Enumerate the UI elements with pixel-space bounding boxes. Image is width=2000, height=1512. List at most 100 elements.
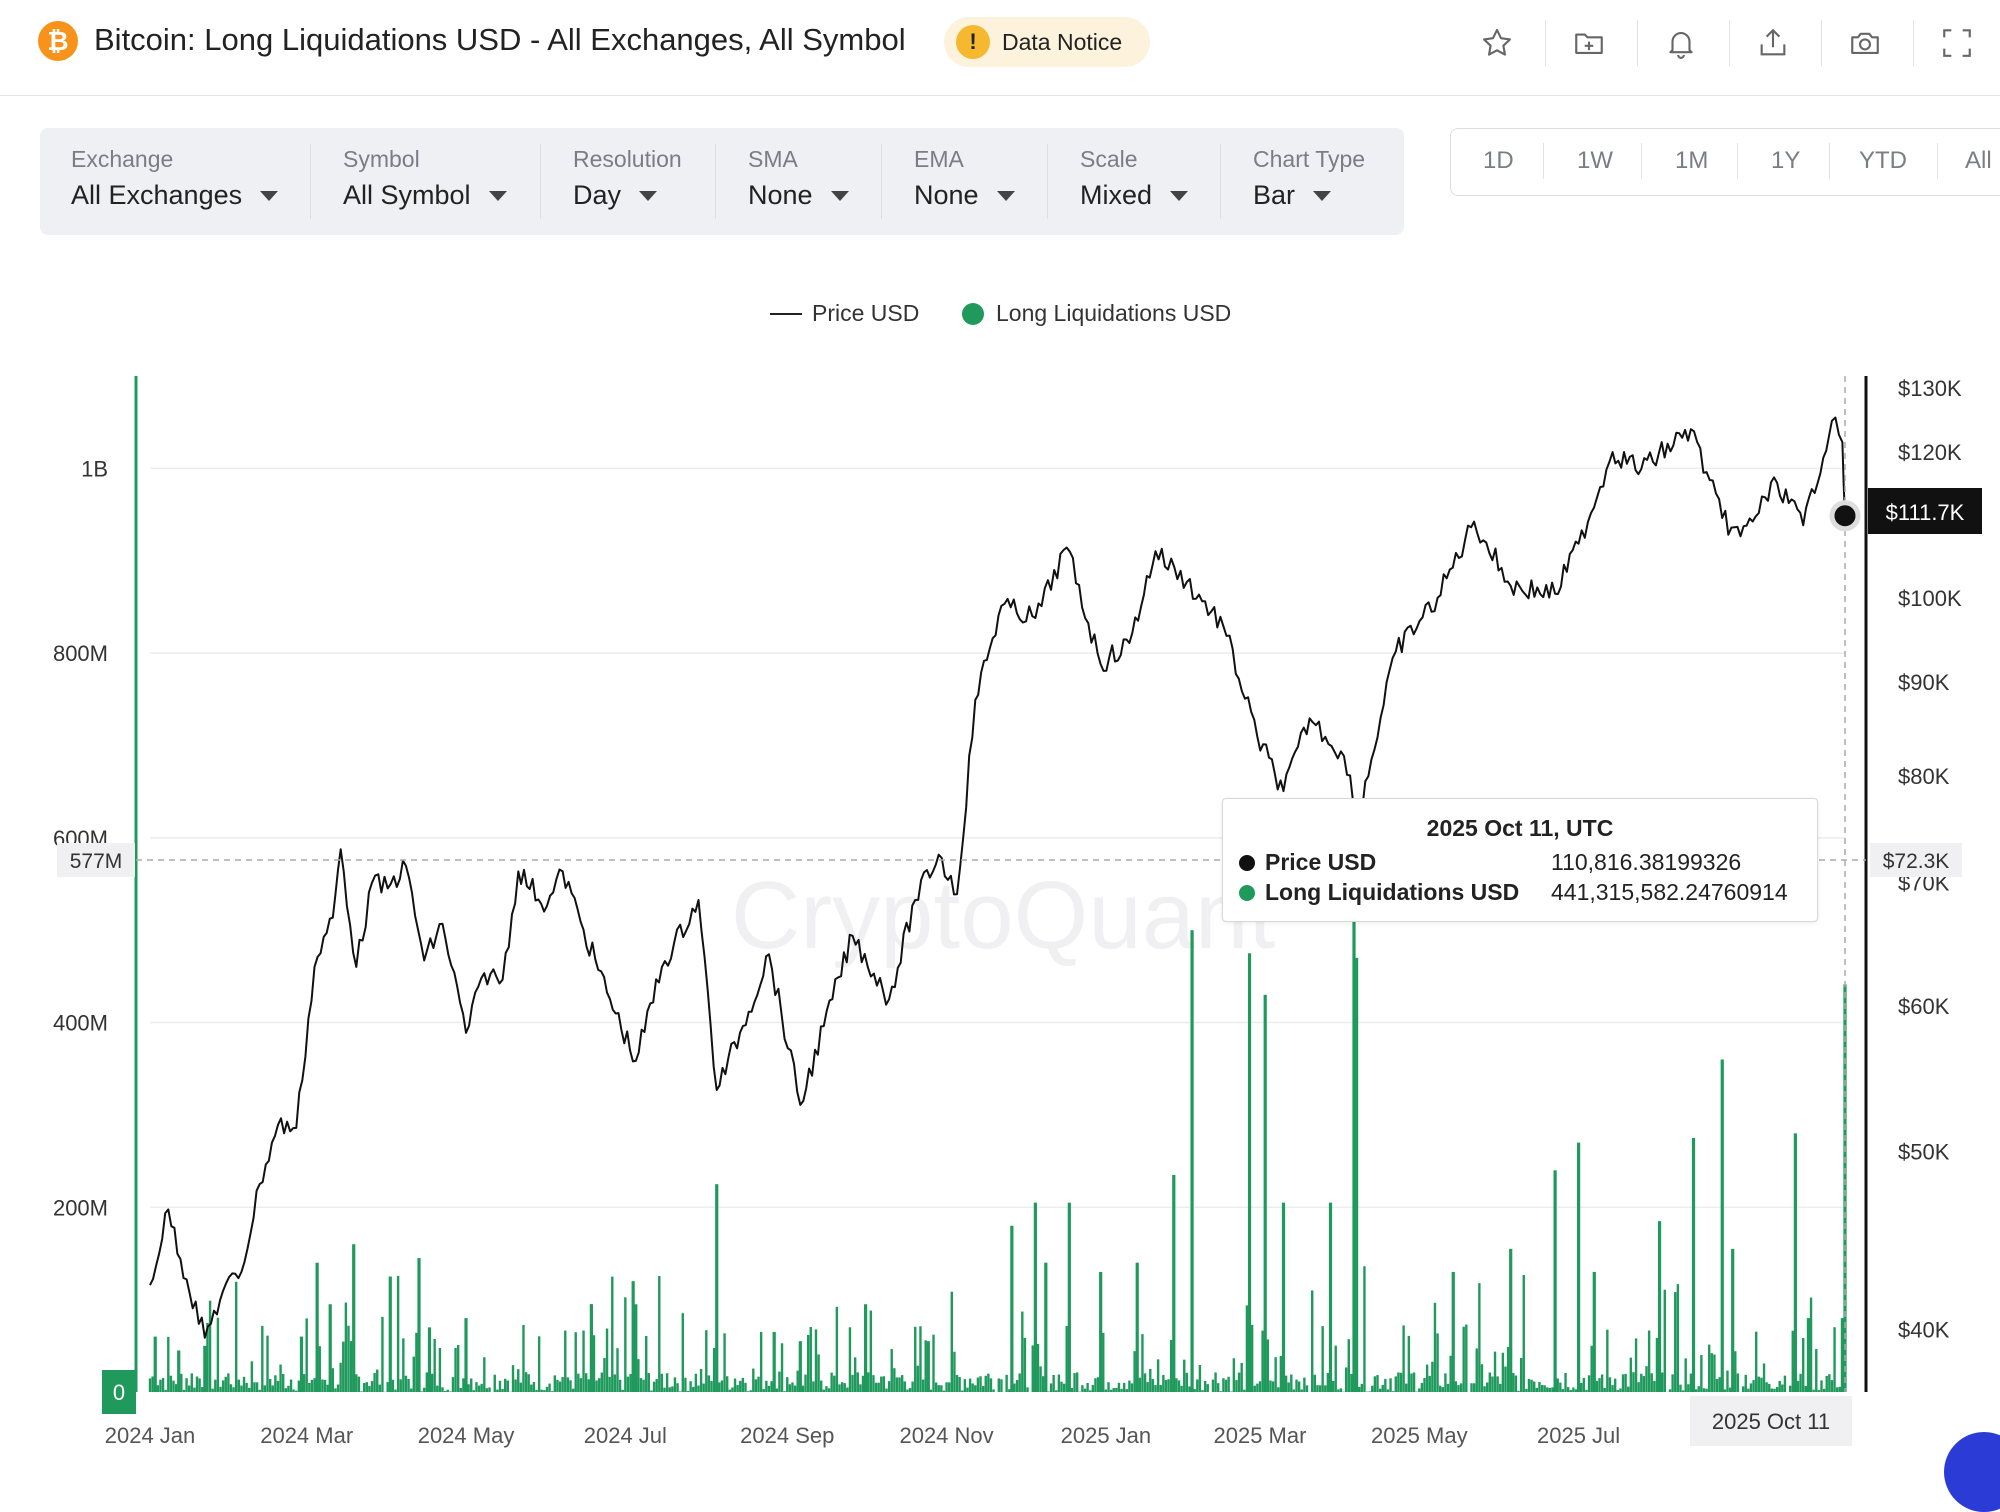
liquidation-bar [1238,1373,1240,1392]
liquidation-bar [1580,1383,1582,1392]
liquidation-bar [1058,1375,1060,1392]
liquidation-bar [410,1389,412,1392]
left-tick-label: 800M [53,641,108,666]
left-tick-label: 400M [53,1011,108,1036]
left-tick-label: 200M [53,1195,108,1220]
liquidation-bar [1588,1375,1590,1392]
liquidation-bar [1577,1143,1580,1392]
liquidation-bar [859,1384,861,1392]
liquidation-bar [170,1376,172,1392]
liquidation-bar [1700,1355,1702,1392]
liquidation-bar [1462,1327,1464,1392]
liquidation-bar [1290,1375,1292,1392]
liquidation-bar [1481,1364,1483,1392]
liquidation-bar [891,1349,893,1392]
liquidation-bar [682,1313,684,1392]
liquidation-bar [507,1381,509,1392]
liquidation-bar [1745,1375,1747,1392]
liquidation-bar [483,1357,485,1392]
liquidation-bar [1447,1384,1449,1392]
liquidation-bar [379,1385,381,1392]
liquidation-bar [1073,1373,1075,1392]
liquidation-bar [1515,1376,1517,1392]
liquidation-bar [1843,984,1846,1392]
liquidation-bar [334,1388,336,1392]
liquidation-bar [938,1385,940,1392]
liquidation-bar [316,1263,319,1392]
liquidation-bar [836,1307,838,1392]
liquidation-bar [1449,1356,1451,1392]
liquidation-bar [958,1377,960,1392]
liquidation-bar [352,1244,355,1392]
liquidation-bar [1167,1379,1169,1392]
liquidation-bar [904,1381,906,1392]
liquidation-bar [964,1379,966,1392]
liquidation-bar [713,1348,715,1392]
liquidation-bar [817,1354,819,1392]
liquidation-bar [1220,1391,1222,1392]
liquidation-bar [1525,1389,1527,1392]
liquidation-bar [1047,1391,1049,1392]
liquidation-bar [588,1379,590,1392]
liquidation-bar [371,1381,373,1392]
liquidation-bar [376,1370,378,1392]
liquidation-bar [961,1391,963,1392]
liquidation-bar [439,1348,441,1392]
liquidation-bar [1601,1374,1603,1392]
liquidation-bar [1327,1373,1329,1392]
liquidation-bar [943,1391,945,1392]
liquidation-bar [1541,1385,1543,1392]
liquidation-bar [1243,1390,1245,1392]
liquidation-bar [444,1391,446,1392]
liquidation-bar [736,1385,738,1392]
liquidation-bar [321,1380,323,1392]
liquidation-bar [1705,1389,1707,1392]
liquidation-bar [420,1391,422,1392]
liquidation-bar [1298,1381,1300,1392]
liquidation-bar [238,1380,240,1392]
x-tick-label: 2024 Nov [899,1423,993,1448]
liquidation-bar [1000,1379,1002,1392]
liquidation-bar [932,1335,934,1392]
liquidation-bar [499,1381,501,1392]
liquidation-bar [342,1342,344,1392]
liquidation-bar [1512,1373,1514,1392]
liquidation-bar [386,1382,388,1392]
liquidation-bar [1567,1387,1569,1392]
liquidation-bar [1376,1375,1378,1392]
liquidation-bar [295,1391,297,1392]
liquidation-bar [1784,1376,1786,1392]
liquidation-bar [987,1374,989,1392]
liquidation-bar [203,1346,206,1392]
liquidation-bar [669,1387,671,1392]
liquidation-bar [1635,1338,1637,1392]
liquidation-bar [854,1357,856,1392]
liquidation-bar [554,1375,556,1392]
liquidation-bar [823,1390,825,1392]
liquidation-bar [460,1388,462,1392]
liquidation-bar [1120,1389,1122,1392]
x-tick-label: 2024 Mar [260,1423,353,1448]
liquidation-bar [298,1381,300,1392]
liquidation-bar [898,1377,900,1392]
liquidation-bar [893,1368,895,1392]
liquidation-bar [183,1390,185,1392]
liquidation-bar [773,1332,776,1392]
liquidation-bar [256,1382,258,1392]
x-tick-label: 2025 Mar [1214,1423,1307,1448]
liquidation-bar [345,1303,347,1392]
liquidation-bar [1026,1387,1028,1392]
liquidation-bar [306,1318,308,1392]
liquidation-bar [930,1390,932,1392]
liquidation-bar [1288,1382,1290,1392]
liquidation-bar [1698,1386,1700,1392]
liquidation-bar [426,1372,428,1392]
liquidation-bar [1491,1377,1493,1392]
liquidation-bar [1301,1389,1303,1392]
liquidation-bar [721,1380,723,1392]
liquidation-bar [909,1388,911,1392]
liquidation-bar [1826,1376,1828,1392]
liquidation-bar [1259,1381,1261,1392]
chart-tooltip: 2025 Oct 11, UTC Price USD 110,816.38199… [1222,798,1818,922]
